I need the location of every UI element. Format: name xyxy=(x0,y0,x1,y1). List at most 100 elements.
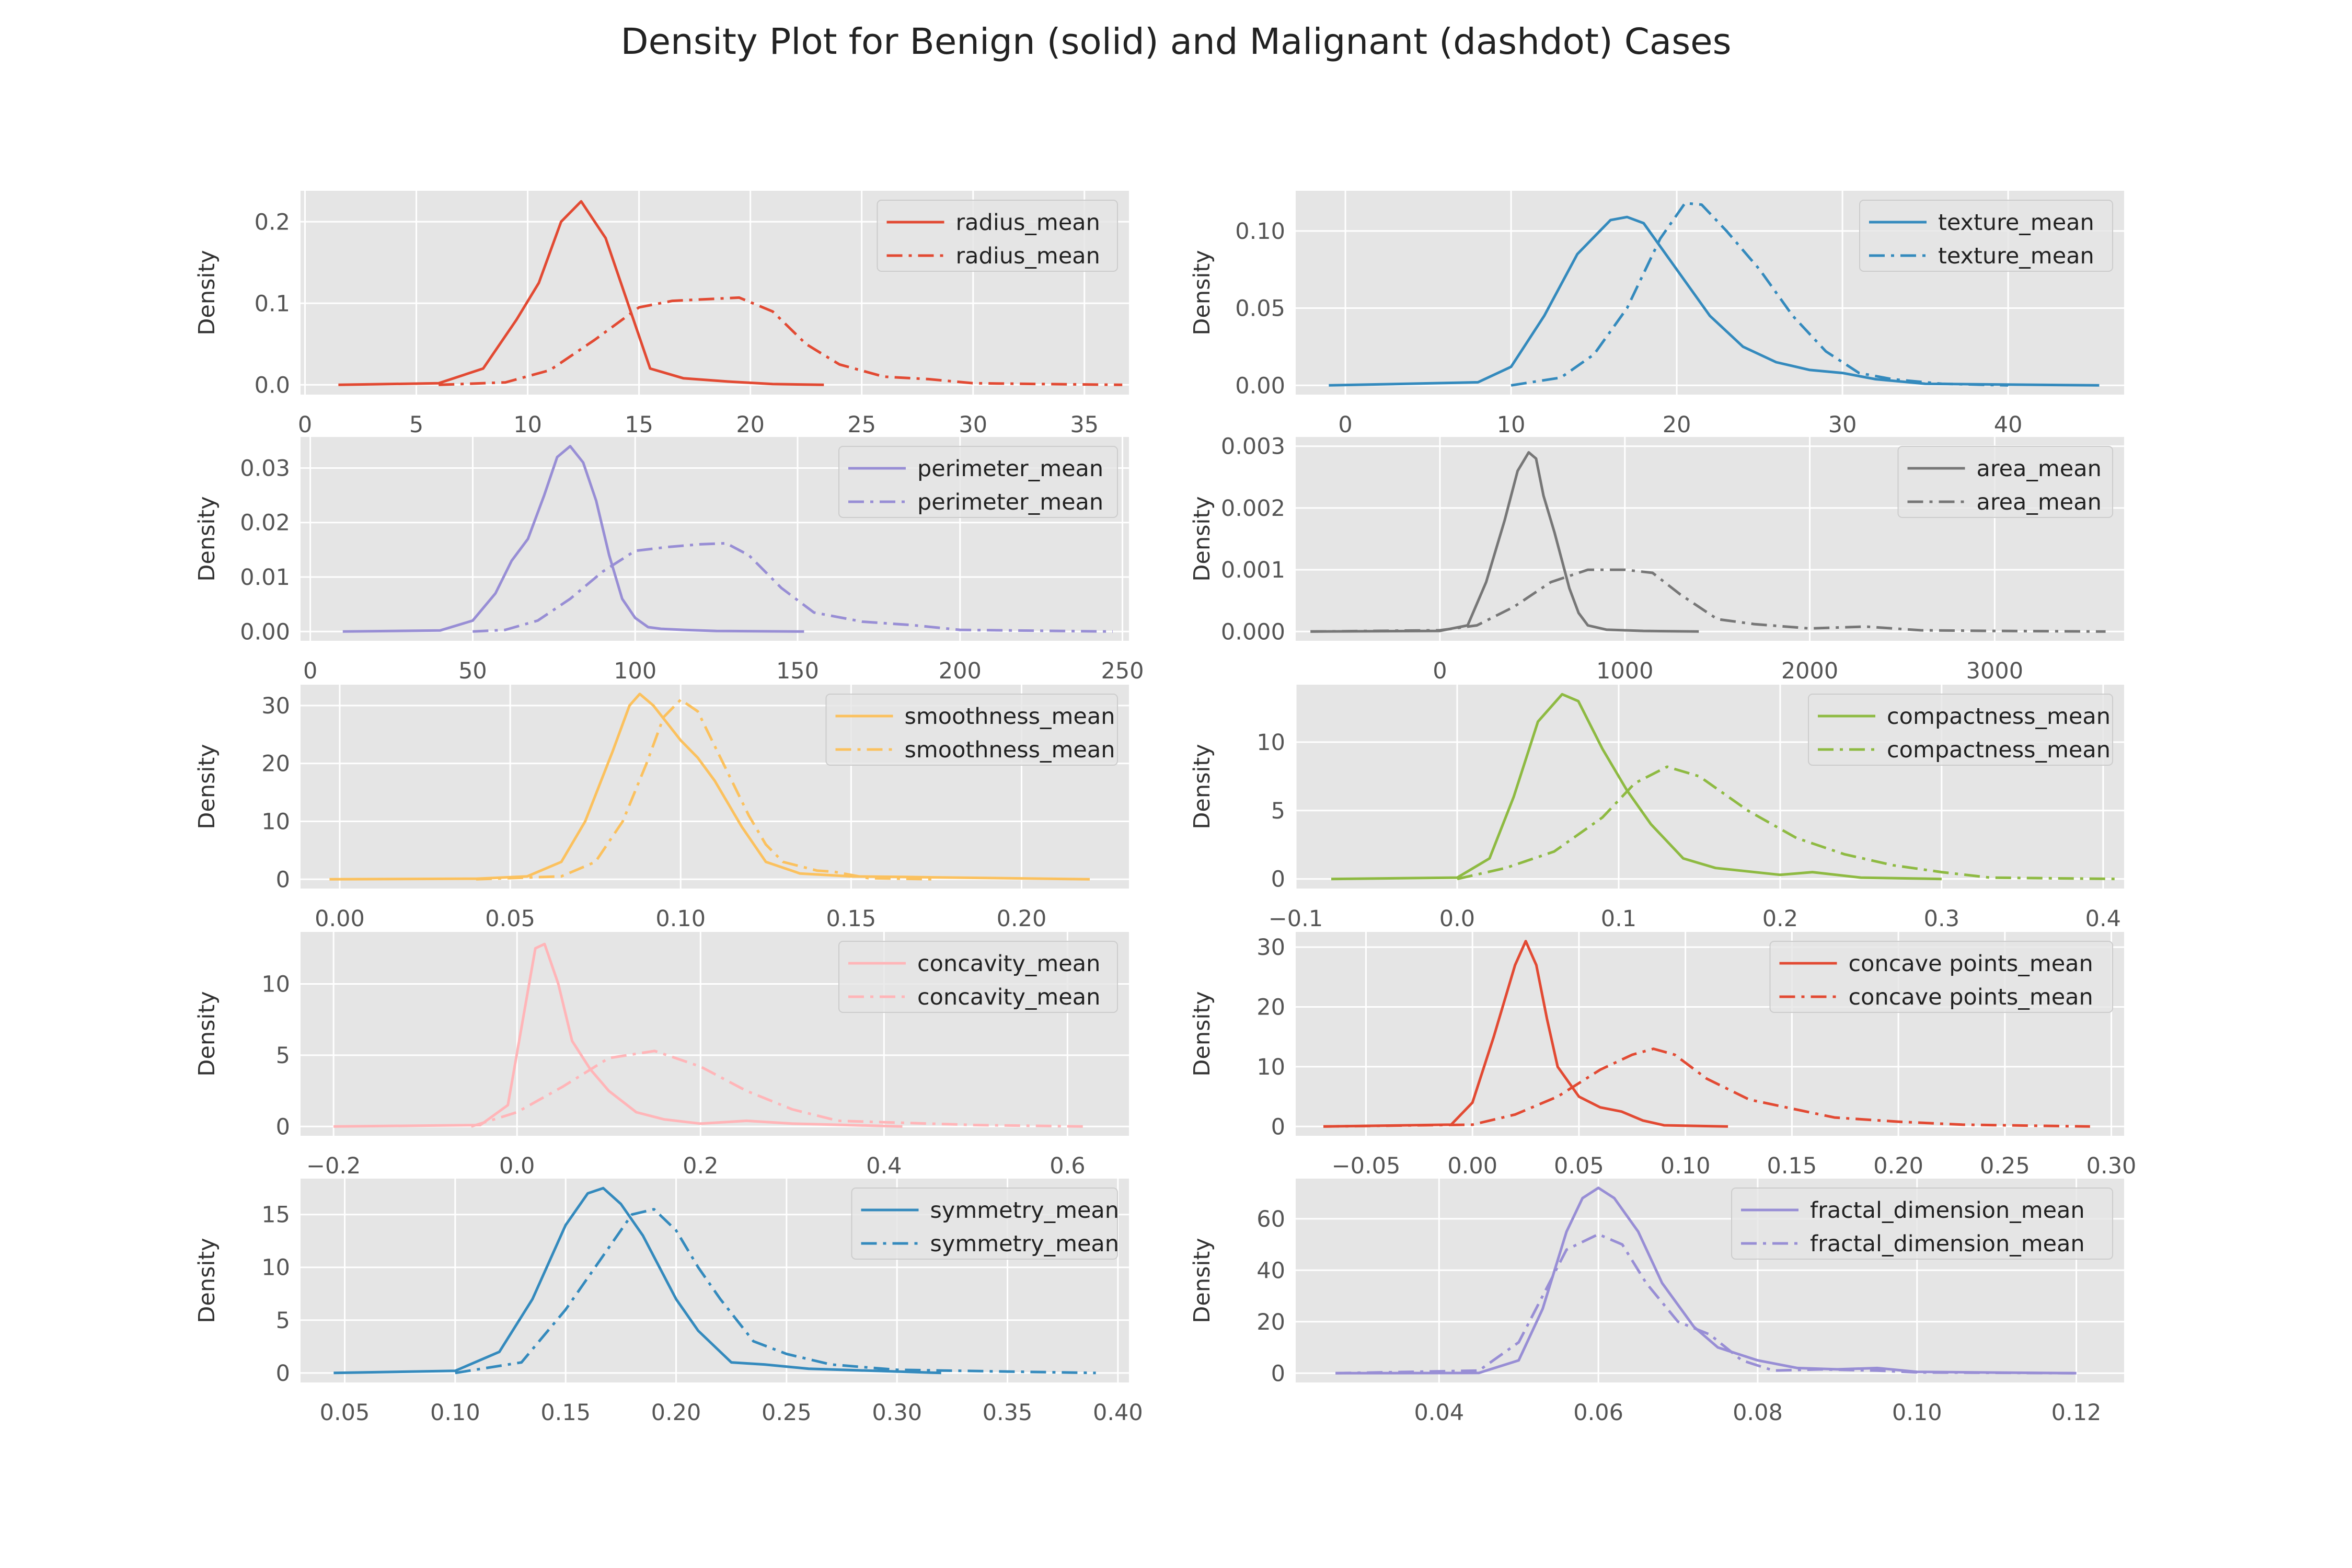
density-line-solid xyxy=(1331,693,1942,881)
y-tick-label: 20 xyxy=(261,751,290,777)
x-tick-label: 150 xyxy=(776,658,819,684)
y-tick-label: 0.0 xyxy=(255,372,290,398)
x-tick-label: 0.30 xyxy=(872,1400,922,1426)
subplot-3: 0 50 100 150 200 250 0.00 0.01 0.02 0.03 Density pe… xyxy=(194,437,1144,684)
y-axis-label: Density xyxy=(194,250,220,335)
y-tick-label: 0 xyxy=(276,867,290,893)
x-tick-label: 10 xyxy=(513,412,542,438)
legend-label: concave points_mean xyxy=(1849,951,2093,977)
x-tick-label: 0.25 xyxy=(762,1400,812,1426)
density-line-solid xyxy=(333,1186,941,1375)
x-tick-label: 0.25 xyxy=(1980,1153,2030,1179)
x-tick-label: 0.15 xyxy=(1767,1153,1817,1179)
x-tick-label: 0.10 xyxy=(430,1400,480,1426)
x-tick-label: 20 xyxy=(736,412,765,438)
x-tick-label: 0.30 xyxy=(2086,1153,2137,1179)
x-tick-label: 3000 xyxy=(1966,658,2023,684)
density-line-solid xyxy=(338,200,824,386)
x-tick-label: 0.00 xyxy=(315,906,365,932)
y-tick-label: 0.2 xyxy=(255,209,290,235)
x-tick-label: 0.4 xyxy=(2085,906,2121,932)
x-tick-label: 15 xyxy=(625,412,653,438)
subplot-9: 0.05 0.10 0.15 0.20 0.25 0.30 0.35 0.40 0 5 10 15 De… xyxy=(194,1179,1143,1426)
y-axis-label: Density xyxy=(1189,991,1215,1076)
x-tick-label: 0.10 xyxy=(1892,1400,1942,1426)
density-line-dashdot xyxy=(1511,202,2009,387)
x-tick-label: 0.15 xyxy=(826,906,877,932)
x-tick-label: 0.35 xyxy=(983,1400,1033,1426)
legend-box xyxy=(851,1187,1118,1260)
y-tick-label: 10 xyxy=(261,972,290,998)
x-tick-label: 0.20 xyxy=(651,1400,701,1426)
y-tick-label: 5 xyxy=(276,1043,290,1069)
subplot-8: −0.05 0.00 0.05 0.10 0.15 0.20 0.25 0.30 0 10 20 30… xyxy=(1189,932,2136,1179)
y-tick-label: 0.003 xyxy=(1221,434,1285,460)
y-tick-label: 0.1 xyxy=(255,291,290,317)
legend-label: area_mean xyxy=(1977,489,2102,515)
legend-label: concave points_mean xyxy=(1849,984,2093,1010)
x-tick-label: 250 xyxy=(1101,658,1144,684)
legend-label: concavity_mean xyxy=(917,951,1100,977)
x-tick-label: 35 xyxy=(1070,412,1099,438)
x-tick-label: 0 xyxy=(303,658,317,684)
y-axis-label: Density xyxy=(194,496,220,581)
subplot-6: −0.1 0.0 0.1 0.2 0.3 0.4 0 5 10 Density compactnes… xyxy=(1189,685,2124,932)
density-line-solid xyxy=(1329,215,2100,387)
x-tick-label: 0.00 xyxy=(1447,1153,1497,1179)
legend-label: perimeter_mean xyxy=(917,456,1103,482)
density-line-dashdot xyxy=(455,1208,1096,1375)
legend-label: compactness_mean xyxy=(1887,737,2111,763)
x-tick-label: 0.0 xyxy=(1439,906,1475,932)
x-tick-label: 2000 xyxy=(1781,658,1838,684)
y-tick-label: 0 xyxy=(276,1114,290,1140)
x-tick-label: 0.05 xyxy=(485,906,535,932)
subplot-4: 0 1000 2000 3000 0.000 0.001 0.002 0.003 Density… xyxy=(1189,434,2124,684)
density-line-dashdot xyxy=(1457,765,2119,881)
y-tick-label: 5 xyxy=(276,1308,290,1334)
density-line-solid xyxy=(329,693,1090,881)
x-tick-label: 1000 xyxy=(1596,658,1653,684)
legend-label: fractal_dimension_mean xyxy=(1810,1231,2085,1257)
legend-label: texture_mean xyxy=(1938,243,2094,269)
y-tick-label: 0.00 xyxy=(1235,373,1285,399)
y-axis-label: Density xyxy=(194,1238,220,1323)
x-tick-label: 0.12 xyxy=(2051,1400,2102,1426)
legend-box xyxy=(1731,1187,2113,1260)
y-axis-label: Density xyxy=(194,744,220,829)
x-tick-label: 0 xyxy=(1338,412,1352,438)
y-tick-label: 0.02 xyxy=(240,510,290,536)
legend-label: compactness_mean xyxy=(1887,704,2111,730)
x-tick-label: 25 xyxy=(847,412,876,438)
x-tick-label: 40 xyxy=(1994,412,2023,438)
x-tick-label: 0.06 xyxy=(1573,1400,1623,1426)
legend-label: symmetry_mean xyxy=(930,1197,1120,1224)
y-tick-label: 5 xyxy=(1271,798,1285,824)
x-tick-label: 0.10 xyxy=(1661,1153,1711,1179)
subplot-1: 0 5 10 15 20 25 30 35 0.0 0.1 0.2 Density radius_mea… xyxy=(194,191,1129,438)
legend-box xyxy=(1808,694,2113,766)
x-tick-label: 0.05 xyxy=(1554,1153,1604,1179)
legend-label: area_mean xyxy=(1977,456,2102,482)
x-tick-label: 30 xyxy=(1828,412,1857,438)
legend-label: fractal_dimension_mean xyxy=(1810,1197,2085,1224)
x-tick-label: −0.2 xyxy=(306,1153,361,1179)
y-tick-label: 0.03 xyxy=(240,455,290,481)
legend-label: radius_mean xyxy=(956,243,1100,269)
subplot-5: 0.00 0.05 0.10 0.15 0.20 0 10 20 30 Density smooth… xyxy=(194,685,1129,932)
x-tick-label: 0.20 xyxy=(1873,1153,1923,1179)
x-tick-label: 0.40 xyxy=(1093,1400,1143,1426)
y-axis-label: Density xyxy=(1189,496,1215,581)
y-tick-label: 10 xyxy=(1256,730,1285,756)
y-tick-label: 10 xyxy=(261,1255,290,1281)
legend-box xyxy=(1859,200,2113,272)
subplot-7: −0.2 0.0 0.2 0.4 0.6 0 5 10 Density concavity_mea… xyxy=(194,932,1129,1179)
x-tick-label: 10 xyxy=(1497,412,1526,438)
x-tick-label: 0.0 xyxy=(499,1153,535,1179)
x-tick-label: 30 xyxy=(959,412,987,438)
x-tick-label: 20 xyxy=(1663,412,1691,438)
y-tick-label: 0 xyxy=(1271,1361,1285,1387)
y-tick-label: 0.000 xyxy=(1221,619,1285,645)
x-tick-label: 0.08 xyxy=(1733,1400,1783,1426)
legend-label: radius_mean xyxy=(956,210,1100,236)
